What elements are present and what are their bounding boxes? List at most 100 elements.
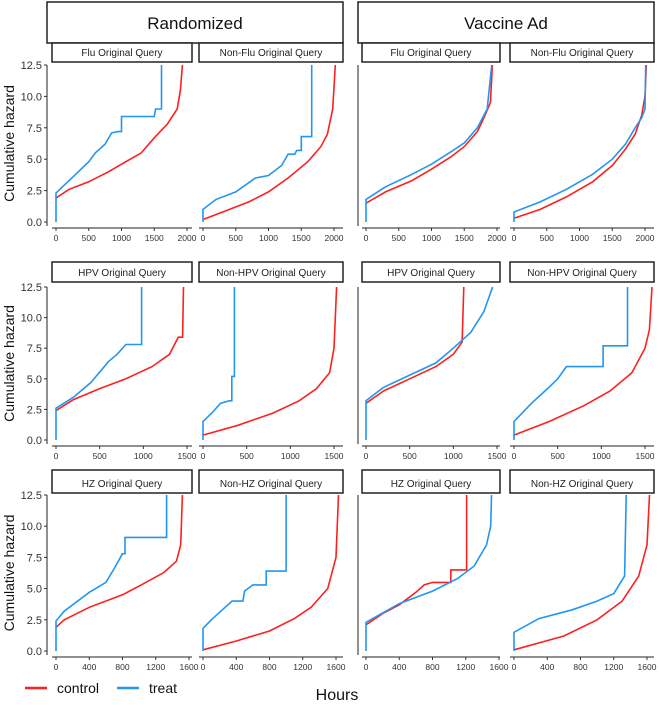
panel-title: HPV Original Query — [387, 268, 475, 279]
y-tick-label: 10.0 — [21, 521, 42, 533]
legend-treat-label: treat — [149, 680, 177, 696]
x-tick-label: 1500 — [145, 233, 164, 243]
x-tick-label: 1000 — [134, 451, 153, 461]
panel-strip — [509, 261, 655, 283]
y-tick-label: 2.5 — [27, 615, 42, 627]
x-tick-label: 1200 — [146, 662, 165, 672]
control-curve — [513, 494, 651, 651]
x-tick-label: 500 — [540, 233, 554, 243]
y-tick-label: 5.0 — [27, 584, 42, 596]
x-tick-label: 1000 — [444, 451, 463, 461]
treat-curve — [365, 494, 493, 651]
x-tick-label: 2000 — [325, 233, 344, 243]
treat-curve — [365, 286, 494, 440]
panel-strip — [361, 469, 501, 494]
control-curve — [365, 64, 494, 204]
group-header-box — [357, 1, 655, 44]
x-tick-label: 0 — [54, 233, 59, 243]
control-curve — [513, 64, 648, 219]
x-tick-label: 0 — [54, 662, 59, 672]
x-tick-label: 1000 — [592, 451, 611, 461]
x-axis-label: Hours — [316, 687, 359, 704]
panel-title: Non-HZ Original Query — [220, 479, 322, 490]
panel-title: HZ Original Query — [391, 479, 472, 490]
x-tick-label: 0 — [54, 451, 59, 461]
x-tick-label: 400 — [540, 662, 554, 672]
x-tick-label: 400 — [229, 662, 243, 672]
control-curve — [55, 286, 185, 412]
y-tick-label: 10.0 — [21, 313, 42, 325]
x-tick-label: 800 — [262, 662, 276, 672]
y-axis-label: Cumulative hazard — [1, 305, 17, 422]
panel-strip — [51, 261, 193, 283]
control-curve — [513, 286, 653, 436]
x-tick-label: 500 — [82, 233, 96, 243]
panel-title: Non-Flu Original Query — [220, 48, 323, 59]
y-tick-label: 12.5 — [21, 60, 42, 72]
panel-strip — [198, 469, 344, 494]
x-tick-label: 1600 — [490, 662, 509, 672]
panel-strip — [361, 261, 501, 283]
x-tick-label: 500 — [240, 451, 254, 461]
treat-curve — [55, 65, 163, 222]
treat-curve — [513, 287, 629, 440]
x-tick-label: 0 — [512, 662, 517, 672]
panel-strip — [509, 42, 655, 63]
x-tick-label: 1500 — [325, 451, 344, 461]
panel-title: Flu Original Query — [390, 48, 471, 59]
y-tick-label: 7.5 — [27, 552, 42, 564]
y-axis-label: Cumulative hazard — [1, 85, 17, 202]
y-tick-label: 7.5 — [27, 343, 42, 355]
x-tick-label: 2000 — [488, 233, 507, 243]
x-tick-label: 500 — [93, 451, 107, 461]
x-tick-label: 800 — [573, 662, 587, 672]
x-tick-label: 1200 — [604, 662, 623, 672]
x-tick-label: 0 — [364, 662, 369, 672]
panel-title: HZ Original Query — [82, 479, 163, 490]
treat-curve — [513, 64, 647, 222]
panel-strip — [509, 469, 655, 494]
panel-title: Non-HPV Original Query — [216, 268, 325, 279]
panel-title: Non-HPV Original Query — [527, 268, 636, 279]
y-tick-label: 12.5 — [21, 490, 42, 502]
group-header-label: Vaccine Ad — [464, 14, 548, 33]
x-tick-label: 1600 — [327, 662, 346, 672]
panel-strip — [198, 261, 344, 283]
panel-strip — [198, 42, 344, 63]
x-tick-label: 0 — [512, 451, 517, 461]
x-tick-label: 1500 — [636, 451, 655, 461]
x-tick-label: 1000 — [281, 451, 300, 461]
x-tick-label: 1200 — [456, 662, 475, 672]
x-tick-label: 1500 — [292, 233, 311, 243]
panel-title: Flu Original Query — [81, 48, 162, 59]
control-curve — [202, 64, 337, 221]
y-tick-label: 12.5 — [21, 282, 42, 294]
panel-title: Non-Flu Original Query — [531, 48, 634, 59]
control-curve — [202, 286, 338, 436]
x-tick-label: 1500 — [603, 233, 622, 243]
y-tick-label: 2.5 — [27, 404, 42, 416]
y-tick-label: 7.5 — [27, 123, 42, 135]
x-tick-label: 1200 — [293, 662, 312, 672]
x-tick-label: 0 — [201, 451, 206, 461]
y-tick-label: 2.5 — [27, 186, 42, 198]
y-tick-label: 0.0 — [27, 435, 42, 447]
x-tick-label: 0 — [201, 233, 206, 243]
x-tick-label: 1000 — [570, 233, 589, 243]
x-tick-label: 1500 — [178, 451, 197, 461]
panel-title: Non-HZ Original Query — [531, 479, 633, 490]
treat-curve — [55, 287, 143, 440]
panel-strip — [51, 469, 193, 494]
x-tick-label: 500 — [551, 451, 565, 461]
panel-title: HPV Original Query — [78, 268, 166, 279]
x-tick-label: 800 — [425, 662, 439, 672]
x-tick-label: 1500 — [455, 233, 474, 243]
panel-strip — [51, 42, 193, 63]
y-tick-label: 0.0 — [27, 646, 42, 658]
y-tick-label: 5.0 — [27, 374, 42, 386]
control-curve — [55, 64, 184, 199]
x-tick-label: 1500 — [488, 451, 507, 461]
control-curve — [365, 495, 468, 626]
control-curve — [202, 494, 340, 651]
